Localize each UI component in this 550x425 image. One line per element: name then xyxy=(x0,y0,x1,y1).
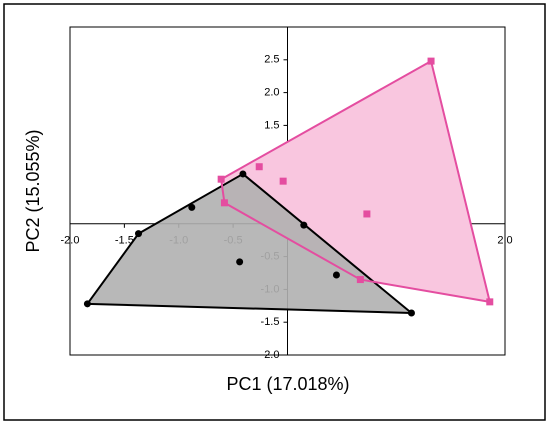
point xyxy=(188,203,196,211)
point xyxy=(236,258,244,266)
point xyxy=(356,276,364,284)
hull-area xyxy=(221,61,490,302)
x-tick-label: -2.0 xyxy=(61,235,80,247)
hull-outline xyxy=(220,60,491,303)
y-tick-label: -1.5 xyxy=(261,316,280,328)
point xyxy=(135,230,143,238)
point xyxy=(486,298,494,306)
y-tick-label: 2.5 xyxy=(264,54,279,66)
point xyxy=(279,177,287,185)
x-tick-label: 2.0 xyxy=(497,235,512,247)
y-tick-label: 1.5 xyxy=(264,119,279,131)
y-axis-title: PC2 (15.055%) xyxy=(23,129,43,252)
point xyxy=(332,271,340,279)
x-tick-label: -1.5 xyxy=(115,235,134,247)
y-tick-label: -2.0 xyxy=(261,349,280,361)
point xyxy=(239,170,247,178)
point xyxy=(83,300,91,308)
frame xyxy=(3,3,546,421)
point xyxy=(255,163,263,171)
point xyxy=(217,175,225,183)
point xyxy=(427,57,435,65)
point xyxy=(363,210,371,218)
point xyxy=(300,221,308,229)
y-tick-label: 2.0 xyxy=(264,87,279,99)
point xyxy=(220,199,228,207)
x-axis-title: PC1 (17.018%) xyxy=(226,374,349,394)
hull-area xyxy=(87,173,412,314)
point xyxy=(407,309,415,317)
